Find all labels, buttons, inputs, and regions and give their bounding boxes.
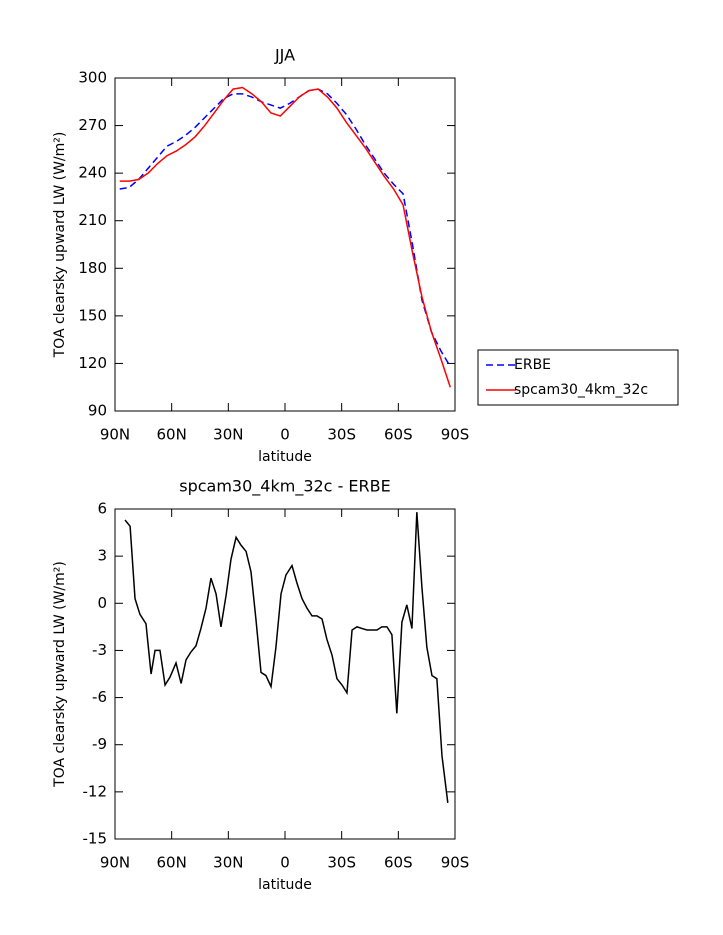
x-axis-label: latitude	[258, 449, 312, 465]
x-tick-label: 90N	[100, 854, 130, 872]
y-tick-label: 0	[97, 594, 107, 612]
x-tick-label: 90S	[441, 426, 470, 444]
plot-frame	[114, 508, 456, 840]
y-tick-label: 270	[78, 116, 107, 134]
y-tick-label: -6	[92, 688, 107, 706]
legend-label: ERBE	[514, 357, 551, 373]
y-tick-label: 240	[78, 164, 107, 182]
x-tick-label: 60N	[157, 426, 187, 444]
x-tick-label: 90N	[100, 426, 130, 444]
chart-title: JJA	[274, 46, 295, 65]
x-tick-label: 0	[280, 426, 290, 444]
x-tick-label: 60S	[384, 426, 413, 444]
y-tick-label: 6	[97, 500, 107, 518]
x-axis-label: latitude	[258, 877, 312, 893]
x-tick-label: 30S	[327, 854, 356, 872]
x-tick-label: 90S	[441, 854, 470, 872]
legend-label: spcam30_4km_32c	[514, 382, 648, 398]
y-tick-label: 150	[78, 306, 107, 324]
x-tick-label: 30S	[327, 426, 356, 444]
y-tick-label: 90	[88, 402, 107, 420]
panel: spcam30_4km_32c - ERBE latitude TOA clears…	[52, 477, 469, 894]
line-series	[119, 88, 451, 367]
y-tick-label: 210	[78, 211, 107, 229]
y-tick-label: 180	[78, 259, 107, 277]
y-axis-label: TOA clearsky upward LW (W/m²)	[52, 561, 68, 788]
line-series	[124, 512, 449, 803]
y-tick-label: 300	[78, 69, 107, 87]
legend: ERBE spcam30_4km_32c	[477, 349, 679, 406]
x-tick-label: 30N	[213, 854, 243, 872]
x-tick-label: 60S	[384, 854, 413, 872]
y-tick-label: 120	[78, 354, 107, 372]
x-tick-label: 60N	[157, 854, 187, 872]
y-tick-label: -12	[83, 782, 108, 800]
chart-title: spcam30_4km_32c - ERBE	[179, 477, 390, 497]
plot-frame	[114, 77, 456, 412]
y-tick-label: -15	[83, 830, 108, 848]
x-tick-label: 0	[280, 854, 290, 872]
y-axis-label: TOA clearsky upward LW (W/m²)	[52, 132, 68, 359]
panel: JJA latitude TOA clearsky upward LW (W/m²)…	[52, 46, 679, 465]
y-tick-label: -9	[92, 735, 107, 753]
y-tick-label: -3	[92, 641, 107, 659]
y-tick-label: 3	[97, 547, 107, 565]
line-series	[119, 86, 451, 388]
legend-box	[477, 349, 679, 406]
x-tick-label: 30N	[213, 426, 243, 444]
